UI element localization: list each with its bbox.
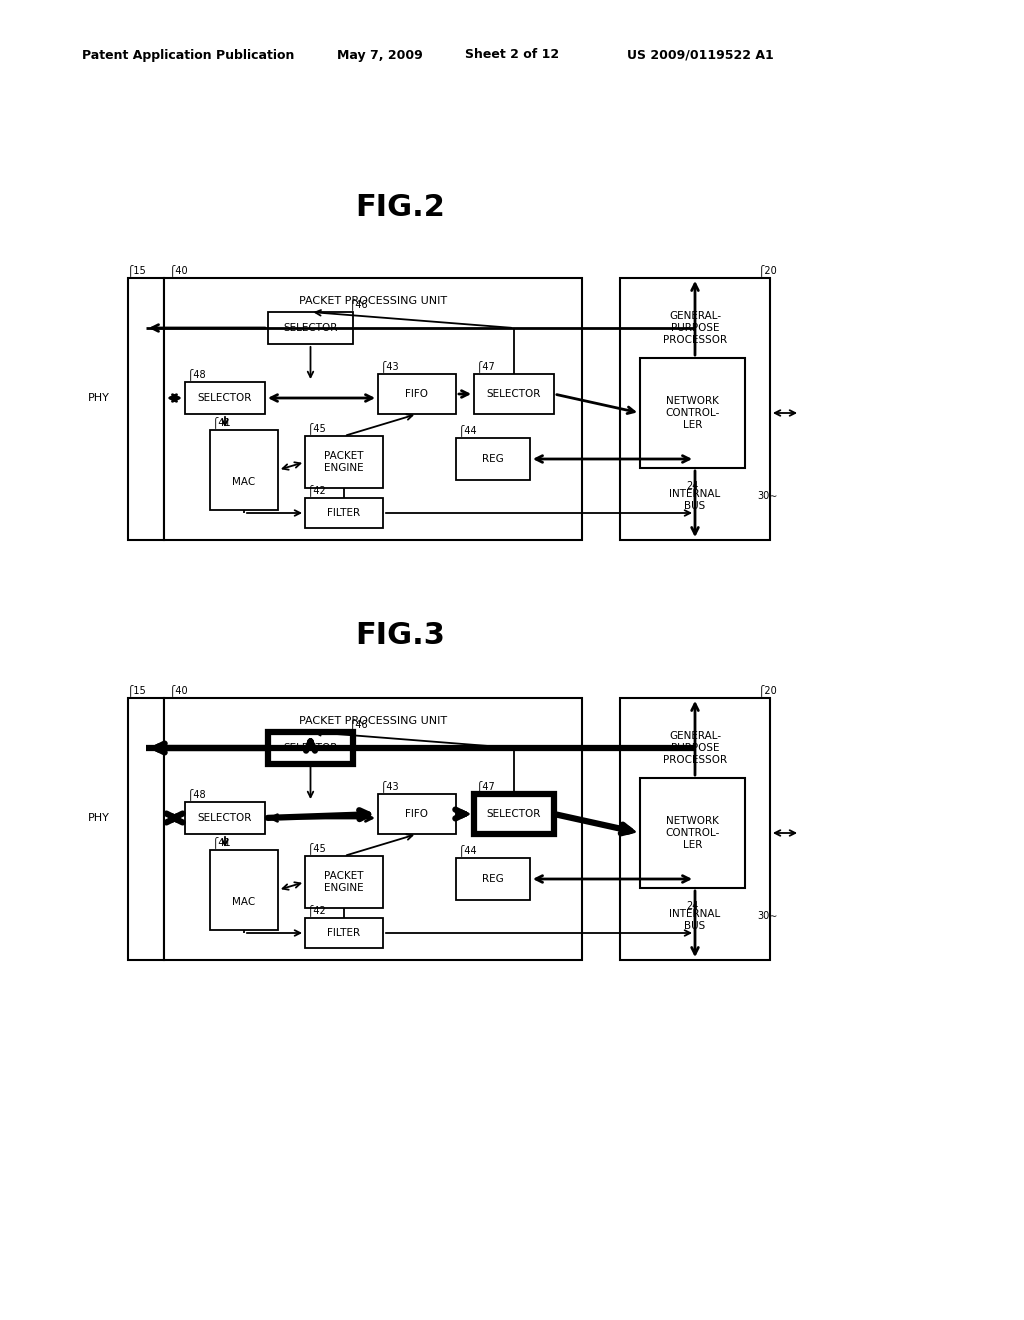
Text: ⎧41: ⎧41 <box>212 416 231 428</box>
Bar <box>456 858 530 900</box>
Text: 30∼: 30∼ <box>757 911 777 921</box>
Text: ⎧42: ⎧42 <box>307 484 327 496</box>
Bar <box>456 438 530 480</box>
Text: PHY: PHY <box>88 393 110 403</box>
Text: GENERAL-
PURPOSE
PROCESSOR: GENERAL- PURPOSE PROCESSOR <box>663 731 727 764</box>
Text: FIG.3: FIG.3 <box>355 620 445 649</box>
Text: ⎧46: ⎧46 <box>349 718 369 730</box>
Text: PACKET
ENGINE: PACKET ENGINE <box>325 871 364 892</box>
Text: May 7, 2009: May 7, 2009 <box>337 49 423 62</box>
Bar <box>128 279 164 540</box>
Text: SELECTOR: SELECTOR <box>486 809 542 818</box>
Text: MAC: MAC <box>232 477 256 487</box>
Text: GENERAL-
PURPOSE
PROCESSOR: GENERAL- PURPOSE PROCESSOR <box>663 312 727 345</box>
Bar <box>305 498 383 528</box>
Bar <box>305 436 383 488</box>
Bar <box>185 803 265 834</box>
Text: ⎧43: ⎧43 <box>380 360 399 372</box>
Text: FIFO: FIFO <box>406 809 428 818</box>
Bar <box>474 374 554 414</box>
Text: SELECTOR: SELECTOR <box>284 323 338 333</box>
Text: ⎧41: ⎧41 <box>212 836 231 847</box>
Text: ⎧42: ⎧42 <box>307 904 327 916</box>
Text: INTERNAL
BUS: INTERNAL BUS <box>670 909 721 931</box>
Text: ⎧46: ⎧46 <box>349 298 369 310</box>
Bar <box>164 698 582 960</box>
Text: ⎧40: ⎧40 <box>169 684 188 696</box>
Text: PACKET PROCESSING UNIT: PACKET PROCESSING UNIT <box>299 296 447 306</box>
Bar <box>185 381 265 414</box>
Bar <box>305 917 383 948</box>
Text: FIG.2: FIG.2 <box>355 193 445 222</box>
Bar <box>620 279 770 540</box>
Text: ⎧44: ⎧44 <box>458 424 477 436</box>
Text: PACKET PROCESSING UNIT: PACKET PROCESSING UNIT <box>299 715 447 726</box>
Text: NETWORK
CONTROL-
LER: NETWORK CONTROL- LER <box>666 816 720 850</box>
Text: FILTER: FILTER <box>328 508 360 517</box>
Text: ⎧44: ⎧44 <box>458 843 477 855</box>
Text: ⎧20: ⎧20 <box>758 264 778 276</box>
Bar <box>164 279 582 540</box>
Text: 30∼: 30∼ <box>757 491 777 502</box>
Text: ⎧43: ⎧43 <box>380 780 399 792</box>
Text: PACKET
ENGINE: PACKET ENGINE <box>325 451 364 473</box>
Text: US 2009/0119522 A1: US 2009/0119522 A1 <box>627 49 773 62</box>
Text: ⎧45: ⎧45 <box>307 842 327 854</box>
Text: 24: 24 <box>686 902 698 911</box>
Text: SELECTOR: SELECTOR <box>486 389 542 399</box>
Text: NETWORK
CONTROL-
LER: NETWORK CONTROL- LER <box>666 396 720 429</box>
Text: ⎧48: ⎧48 <box>187 788 207 800</box>
Text: REG: REG <box>482 454 504 465</box>
Text: ⎧40: ⎧40 <box>169 264 188 276</box>
Bar <box>378 795 456 834</box>
Text: INTERNAL
BUS: INTERNAL BUS <box>670 490 721 511</box>
Bar <box>305 855 383 908</box>
Bar <box>128 698 164 960</box>
Text: MAC: MAC <box>232 898 256 907</box>
Text: FIFO: FIFO <box>406 389 428 399</box>
Bar <box>378 374 456 414</box>
Bar <box>268 312 353 345</box>
Bar <box>474 795 554 834</box>
Text: ⎧15: ⎧15 <box>127 264 146 276</box>
Text: ⎧20: ⎧20 <box>758 684 778 696</box>
Bar <box>640 777 745 888</box>
Text: Patent Application Publication: Patent Application Publication <box>82 49 294 62</box>
Text: ⎧15: ⎧15 <box>127 684 146 696</box>
Text: PHY: PHY <box>88 813 110 822</box>
Text: SELECTOR: SELECTOR <box>198 393 252 403</box>
Bar <box>640 358 745 469</box>
Text: ⎧47: ⎧47 <box>476 360 496 372</box>
Bar <box>620 698 770 960</box>
Text: SELECTOR: SELECTOR <box>198 813 252 822</box>
Text: 24: 24 <box>686 480 698 491</box>
Bar <box>268 733 353 764</box>
Text: Sheet 2 of 12: Sheet 2 of 12 <box>465 49 559 62</box>
Bar <box>210 850 278 931</box>
Text: SELECTOR: SELECTOR <box>284 743 338 752</box>
Text: REG: REG <box>482 874 504 884</box>
Text: ⎧45: ⎧45 <box>307 422 327 434</box>
Text: ⎧48: ⎧48 <box>187 368 207 380</box>
Bar <box>210 430 278 510</box>
Text: FILTER: FILTER <box>328 928 360 939</box>
Text: ⎧47: ⎧47 <box>476 780 496 792</box>
